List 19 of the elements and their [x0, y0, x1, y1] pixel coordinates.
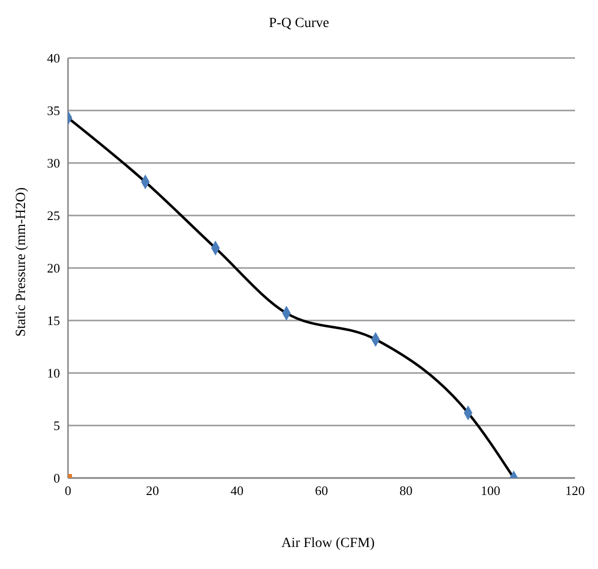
x-tick-label: 0	[64, 483, 72, 498]
x-tick-label: 100	[480, 483, 500, 498]
y-tick-label: 30	[47, 156, 60, 171]
y-tick-label: 10	[47, 366, 60, 381]
y-tick-label: 0	[54, 470, 60, 486]
y-tick-label: 40	[47, 50, 60, 66]
x-tick-label: 60	[315, 483, 328, 498]
y-tick-label: 25	[47, 208, 60, 224]
x-tick-label: 40	[230, 483, 244, 498]
y-tick-label: 15	[47, 313, 60, 328]
y-axis-title: Static Pressure (mm-H2O)	[14, 187, 30, 337]
x-axis-title: Air Flow (CFM)	[280, 536, 376, 552]
y-tick-label: 35	[47, 103, 60, 118]
x-tick-label: 20	[146, 483, 159, 498]
chart-title: P-Q Curve	[268, 16, 330, 32]
y-tick-label: 20	[47, 260, 60, 276]
y-tick-label: 5	[54, 418, 60, 434]
x-tick-label: 120	[565, 483, 585, 498]
x-tick-label: 80	[400, 483, 412, 498]
